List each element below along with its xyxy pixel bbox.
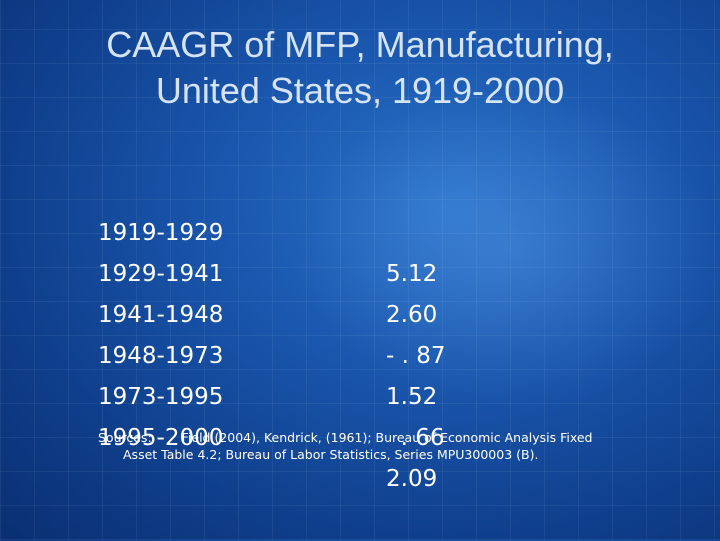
title-line-2: United States, 1919-2000 [155, 70, 565, 111]
sources-label: Sources: [98, 430, 152, 445]
background-glow [300, 90, 720, 410]
value-cell: 1.52 [386, 384, 438, 410]
sources-text-line-1: Field (2004), Kendrick, (1961); Bureau o… [181, 430, 593, 445]
value-cell: 2.09 [386, 466, 438, 492]
period-cell: 1948-1973 [98, 343, 224, 369]
table-row: 1919-1929 5.12 [98, 172, 437, 287]
sources-text-line-2: Asset Table 4.2; Bureau of Labor Statist… [123, 447, 539, 462]
table-row: 1929-1941 2.60 [98, 213, 437, 328]
mfp-growth-table: 1919-1929 5.12 1929-1941 2.60 1941-1948 … [98, 172, 446, 492]
period-cell: 1973-1995 [98, 384, 224, 410]
table-row: 1995-2000 2.09 [98, 377, 437, 492]
title-line-1: CAAGR of MFP, Manufacturing, [106, 24, 614, 65]
sources-note: Sources: Field (2004), Kendrick, (1961);… [98, 429, 678, 463]
period-cell: 1929-1941 [98, 261, 224, 287]
slide-title: CAAGR of MFP, Manufacturing, United Stat… [20, 22, 700, 114]
table-row: 1948-1973 1.52 [98, 295, 437, 410]
value-cell: 2.60 [386, 302, 438, 328]
table-row: 1973-1995 . 66 [98, 336, 445, 451]
period-cell: 1941-1948 [98, 302, 224, 328]
value-cell: . 66 [386, 425, 445, 451]
table-row: 1941-1948 - . 87 [98, 254, 446, 369]
value-cell: 5.12 [386, 261, 438, 287]
period-cell: 1919-1929 [98, 220, 224, 246]
period-cell: 1995-2000 [98, 425, 224, 451]
value-cell: - . 87 [386, 343, 446, 369]
